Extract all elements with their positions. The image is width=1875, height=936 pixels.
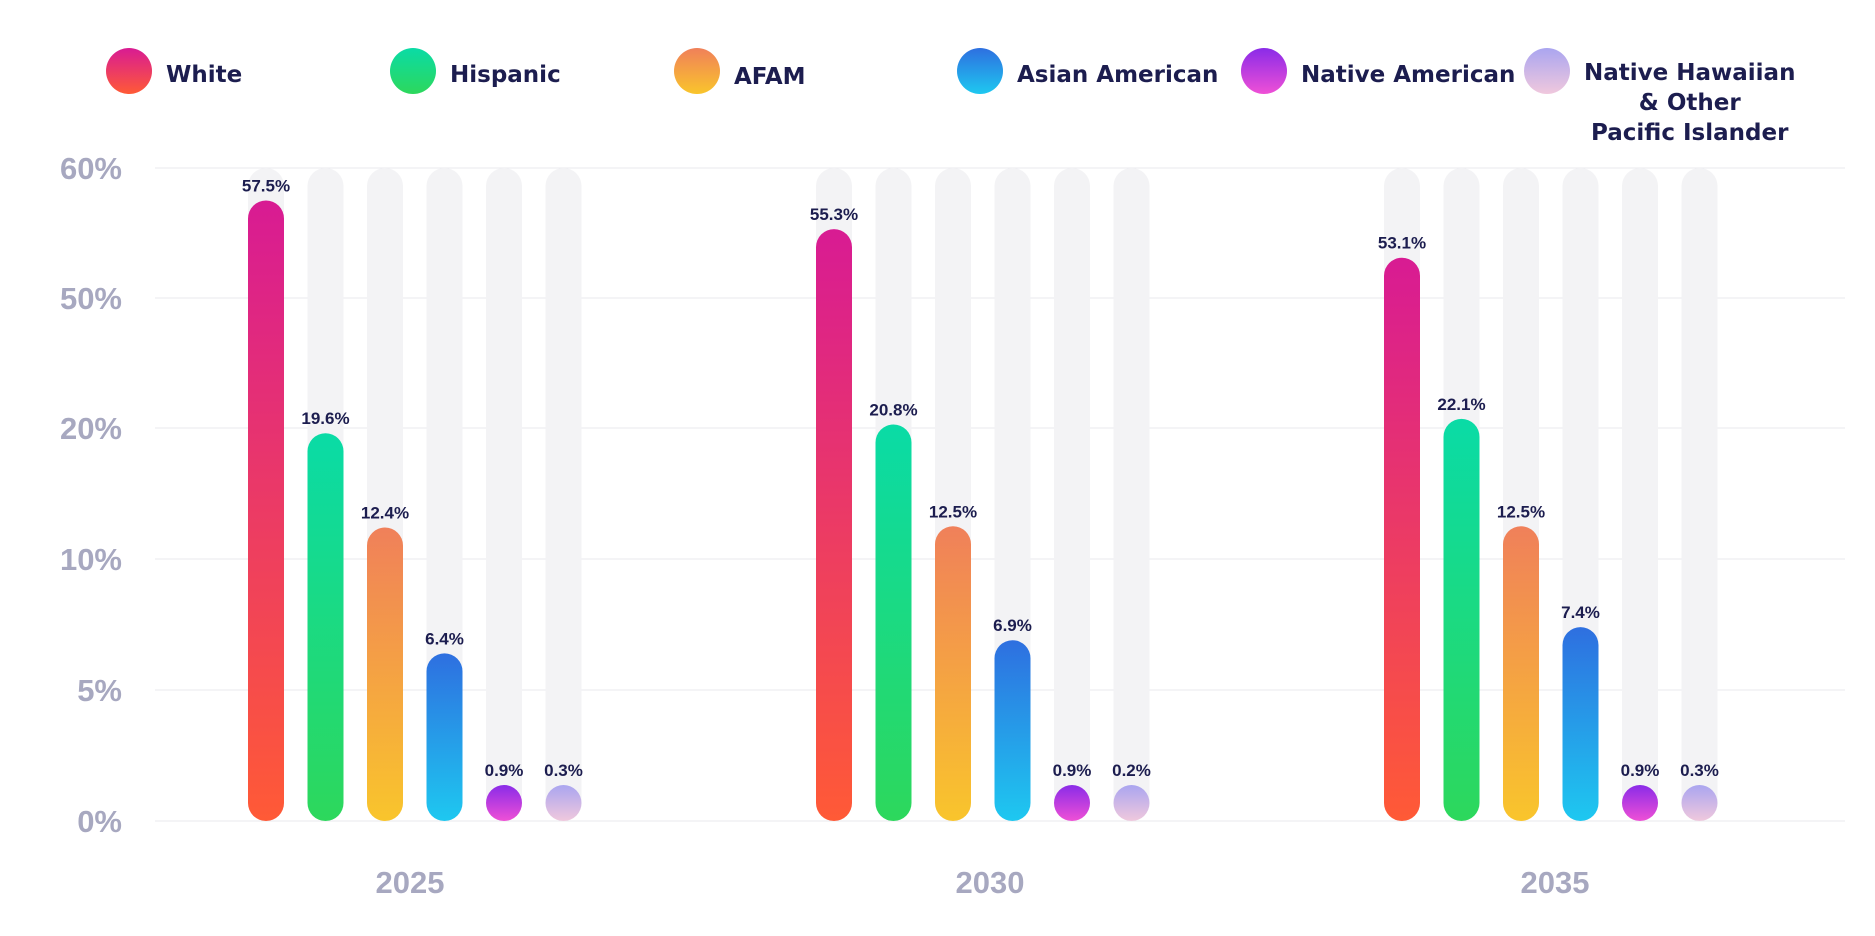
bar-2025-white [248,200,284,821]
bar-track-2025-native-american [486,168,522,821]
bar-2025-asian-american [426,653,463,821]
y-tick-label-50: 50% [60,281,122,316]
value-label-2035-native-hawaiian-and-other-pacific-islander: 0.3% [1680,761,1719,780]
bar-track-2030-native-hawaiian-and-other-pacific-islander [1113,168,1150,821]
bar-2030-hispanic [875,424,912,821]
value-label-2030-native-hawaiian-and-other-pacific-islander: 0.2% [1112,761,1151,780]
value-label-2035-white: 53.1% [1378,234,1426,253]
legend-label-afam: AFAM [734,64,806,90]
legend-label-native-american: Native American [1301,62,1516,88]
value-label-2030-white: 55.3% [810,205,858,224]
value-label-2030-hispanic: 20.8% [869,401,917,420]
legend-label-native-hawaiian-and-other-pacific-islander: Native Hawaiian & Other Pacific Islander [1584,58,1795,148]
x-category-label-2025: 2025 [376,865,445,900]
bar-2025-native-hawaiian-and-other-pacific-islander [545,785,582,821]
value-label-2025-native-american: 0.9% [485,761,524,780]
bar-2035-native-hawaiian-and-other-pacific-islander [1681,785,1718,821]
bar-2025-hispanic [307,433,344,821]
value-label-2035-native-american: 0.9% [1621,761,1660,780]
bar-2030-asian-american [994,640,1031,821]
value-label-2035-asian-american: 7.4% [1561,603,1600,622]
x-category-label-2035: 2035 [1521,865,1590,900]
bar-2035-hispanic [1443,418,1480,821]
bar-2025-native-american [486,785,522,821]
value-label-2025-hispanic: 19.6% [301,409,349,428]
value-label-2035-afam: 12.5% [1497,502,1545,521]
legend-swatch-afam [674,48,720,94]
bar-2025-afam [367,527,403,821]
value-label-2025-white: 57.5% [242,177,290,196]
bar-track-2030-native-american [1054,168,1090,821]
value-label-2030-afam: 12.5% [929,502,977,521]
legend-item-white: White [106,48,242,94]
legend-item-native-hawaiian-and-other-pacific-islander: Native Hawaiian & Other Pacific Islander [1524,48,1795,148]
value-label-2025-asian-american: 6.4% [425,629,464,648]
value-label-2030-asian-american: 6.9% [993,616,1032,635]
value-label-2035-hispanic: 22.1% [1437,395,1485,414]
x-category-label-2030: 2030 [956,865,1025,900]
legend-swatch-native-american [1241,48,1287,94]
bar-2035-white [1384,257,1420,821]
legend-label-line-3: Pacific Islander [1591,120,1789,146]
legend-swatch-asian-american [957,48,1003,94]
bar-track-2035-native-american [1622,168,1658,821]
y-tick-label-5: 5% [77,673,122,708]
bar-2030-white [816,229,852,822]
bar-2035-native-american [1622,785,1658,821]
value-label-2025-native-hawaiian-and-other-pacific-islander: 0.3% [544,761,583,780]
legend-item-asian-american: Asian American [957,48,1218,94]
legend-label-line-2: & Other [1638,90,1741,116]
y-tick-label-20: 20% [60,411,122,446]
legend-item-native-american: Native American [1241,48,1515,94]
legend-label-white: White [166,62,243,88]
bar-2030-afam [935,526,971,821]
legend-item-hispanic: Hispanic [390,48,561,94]
value-label-2025-afam: 12.4% [361,504,409,523]
legend-swatch-native-hawaiian-and-other-pacific-islander [1524,48,1570,94]
legend-item-afam: AFAM [674,48,806,94]
y-tick-label-10: 10% [60,542,122,577]
y-tick-label-0: 0% [77,804,122,839]
value-label-2030-native-american: 0.9% [1053,761,1092,780]
bar-track-2035-native-hawaiian-and-other-pacific-islander [1681,168,1718,821]
legend-swatch-white [106,48,152,94]
legend-label-asian-american: Asian American [1017,62,1219,88]
legend-label-hispanic: Hispanic [450,62,561,88]
legend-label-line-1: Native Hawaiian [1584,60,1796,86]
legend: White Hispanic AFAM Asian American Native Am… [0,0,1875,170]
bar-2030-native-american [1054,785,1090,821]
bar-track-2025-native-hawaiian-and-other-pacific-islander [545,168,582,821]
bar-2030-native-hawaiian-and-other-pacific-islander [1113,785,1150,821]
y-tick-label-60: 60% [60,151,122,186]
bar-2035-afam [1503,526,1539,821]
legend-swatch-hispanic [390,48,436,94]
bar-2035-asian-american [1562,627,1599,821]
